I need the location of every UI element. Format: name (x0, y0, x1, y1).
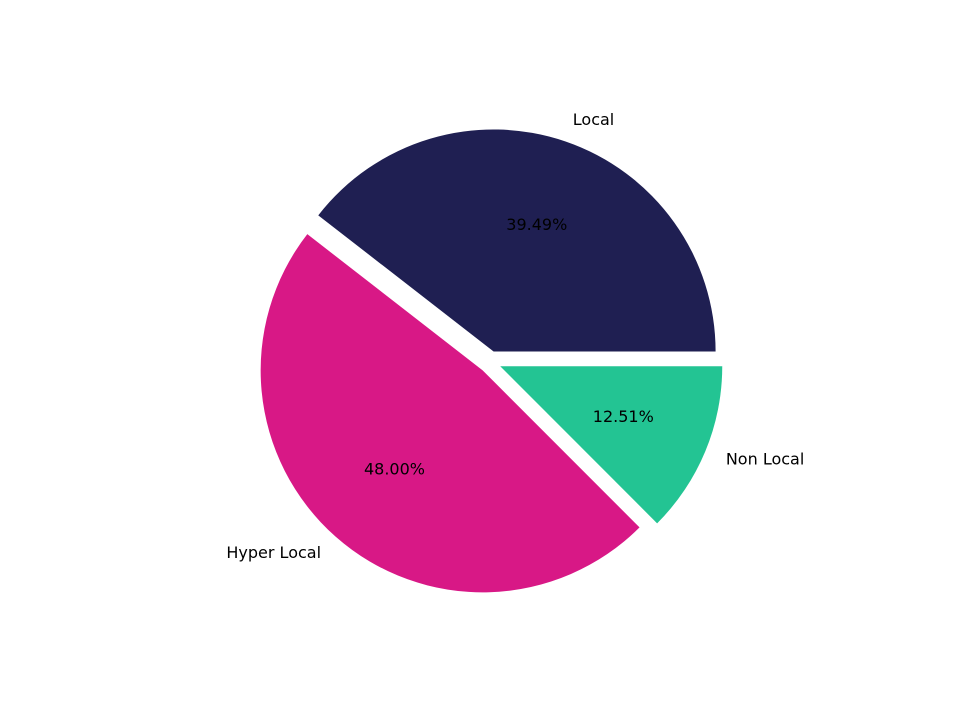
slice-percent-non-local: 12.51% (593, 407, 654, 426)
slice-percent-hyper-local: 48.00% (364, 460, 425, 479)
slice-percent-local: 39.49% (506, 215, 567, 234)
pie-slice-non-local (500, 366, 723, 524)
slice-label-non-local: Non Local (726, 449, 804, 468)
slice-label-hyper-local: Hyper Local (226, 543, 321, 562)
pie-slice-local (318, 129, 716, 352)
pie-slice-hyper-local (260, 234, 640, 593)
slice-label-local: Local (573, 110, 614, 129)
